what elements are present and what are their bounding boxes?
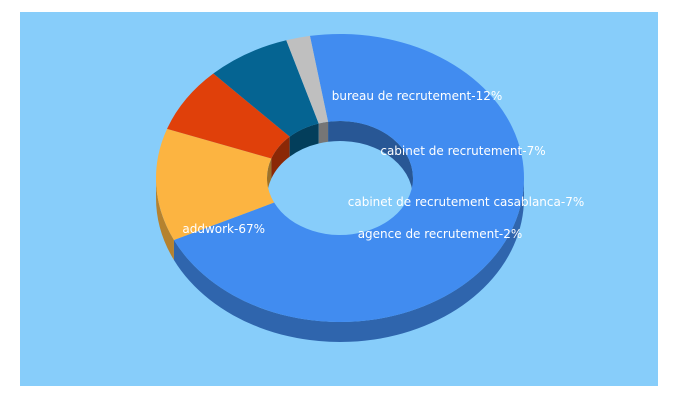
slice-inner-wall-cabinet-de-recrutement [271, 136, 290, 179]
slice-inner-wall-agence-de-recrutement [318, 121, 329, 144]
label-cabinet-de-recrutement: cabinet de recrutement-7% [380, 144, 545, 158]
label-cabinet-de-recrutement-casablanca: cabinet de recrutement casablanca-7% [348, 195, 584, 209]
slice-bureau-de-recrutement[interactable] [156, 128, 275, 241]
slice-addwork[interactable] [173, 34, 524, 322]
label-agence-de-recrutement: agence de recrutement-2% [358, 227, 523, 241]
slice-side-bureau-de-recrutement [156, 178, 174, 261]
slice-cabinet-de-recrutement[interactable] [167, 73, 290, 159]
donut-3d-sides [156, 178, 525, 343]
slice-cabinet-de-recrutement-casablanca[interactable] [213, 40, 319, 137]
slice-agence-de-recrutement[interactable] [286, 35, 329, 124]
label-addwork: addwork-67% [182, 222, 265, 236]
donut-slices [156, 34, 524, 322]
slice-inner-wall-addwork [328, 121, 413, 198]
donut-labels: addwork-67% bureau de recrutement-12% cabi… [182, 89, 584, 241]
slice-side-addwork [173, 178, 525, 343]
slice-inner-wall-cabinet-de-recrutement-casablanca [289, 123, 319, 157]
label-bureau-de-recrutement: bureau de recrutement-12% [332, 89, 503, 103]
